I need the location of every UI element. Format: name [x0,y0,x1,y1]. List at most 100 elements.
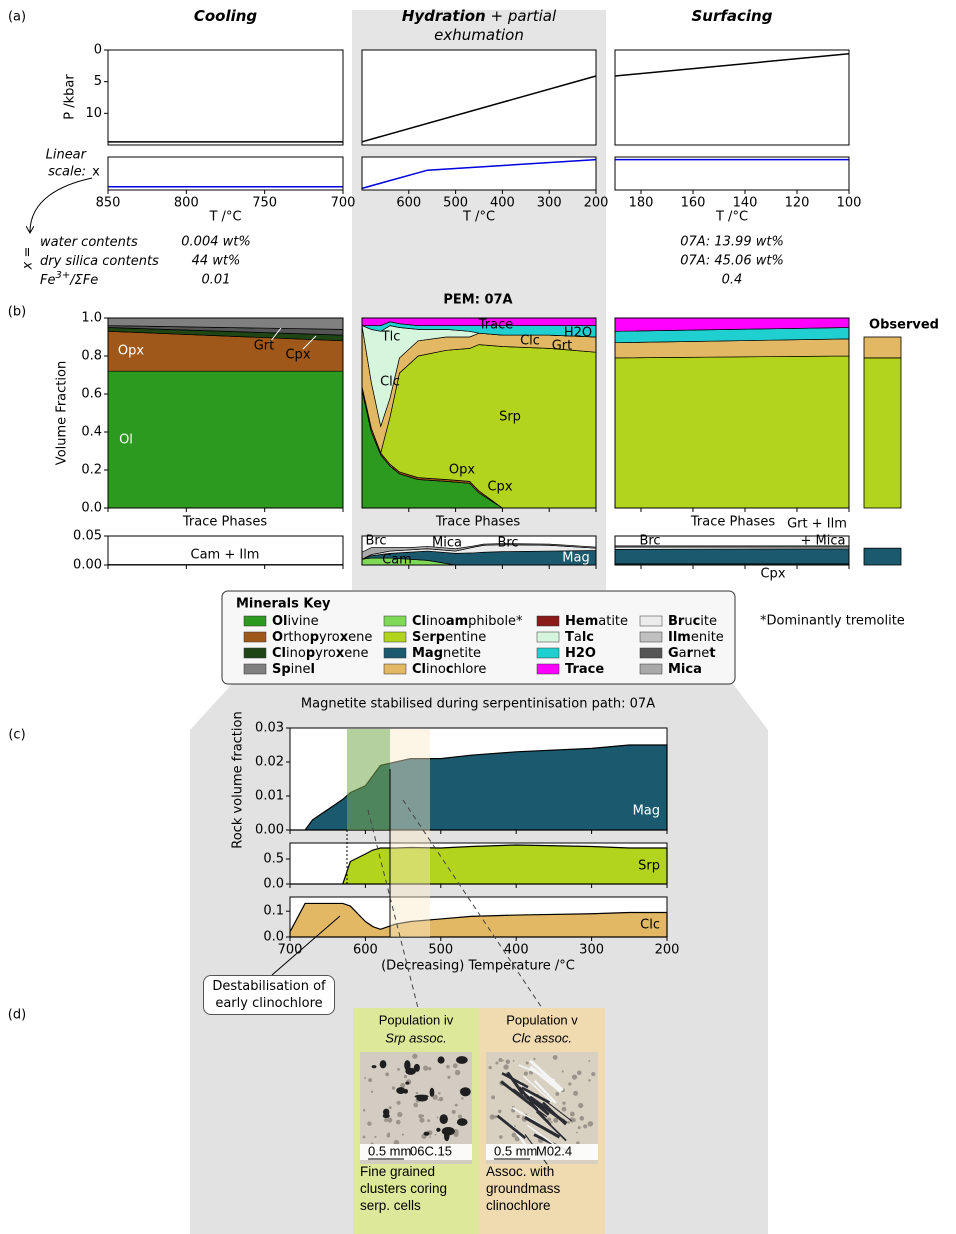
micrograph-grain [506,1060,511,1065]
y-tick-label: 0.5 [263,852,284,867]
micrograph-grain [419,1118,424,1123]
micrograph-grain [413,1103,418,1108]
micrograph-grain [364,1077,366,1079]
key-label-part: ne [693,646,709,661]
composition-value: 07A: 45.06 wt% [680,254,784,269]
micrograph-grain [444,1131,450,1141]
area-label: Clc [520,334,540,349]
callout: Destabilisation of early clinochlore [203,975,335,1015]
y-tick-label: 0.4 [81,425,102,440]
panel-label: (c) [8,728,25,743]
key-swatch [537,616,559,626]
micrograph-grain [368,1078,372,1082]
micrograph-grain [396,1120,401,1125]
x-tick-label: 300 [537,196,562,211]
micrograph-grain [588,1079,590,1081]
panel-label: (a) [8,10,26,25]
key-swatch [244,632,266,642]
micrograph-grain [392,1086,395,1089]
plot-background [362,50,596,145]
micrograph-grain [436,1128,440,1132]
label-part: 3+ [55,270,70,281]
key-label-part: yro [315,646,336,661]
micrograph-grain [363,1109,366,1112]
micrograph-grain [387,1132,390,1135]
micrograph-grain [580,1116,585,1121]
key-label: Talc [565,630,594,645]
micrograph-grain [389,1106,392,1109]
key-label-part: Hem [565,614,598,629]
micrograph-grain [503,1064,508,1069]
micrograph-grain [429,1136,431,1138]
key-label-part: ene [348,630,372,645]
stacked-area [108,371,343,508]
y-tick-label: 0.1 [263,904,284,919]
micrograph-grain [372,1065,377,1068]
micrograph-grain [421,1114,424,1117]
micrograph-grain [460,1087,471,1096]
key-swatch [537,632,559,642]
y-tick-label: 0.6 [81,387,102,402]
key-label-part: ite [700,614,717,629]
y-tick-label: 0.01 [255,789,284,804]
x-axis-label: T /°C [208,210,241,225]
key-label: Clinoamphibole* [412,614,523,629]
y-axis-label: Rock volume fraction [231,711,246,848]
micrograph-grain [424,1132,430,1136]
y-tick-label: 0 [94,43,102,58]
population-caption: Assoc. with groundmass clinochlore [486,1163,594,1214]
micrograph-grain [588,1060,590,1062]
micrograph-grain [446,1065,450,1069]
key-label: Trace [565,662,604,677]
label-part: water contents [40,235,138,250]
plot-background [108,50,343,145]
section-title: PEM: 07A [443,293,512,308]
x-tick-label: 850 [96,196,121,211]
micrograph-grain [416,1092,418,1094]
micrograph-grain [428,1067,431,1070]
micrograph-grain [591,1072,595,1076]
micrograph-grain [438,1056,445,1063]
key-label-part: c [446,662,454,677]
y-tick-label: 0.00 [255,823,284,838]
x-tick-label: 140 [733,196,758,211]
panel-label: (d) [8,1008,26,1023]
population-title: Population iv [379,1012,454,1027]
trace-label: Mica [432,536,462,551]
key-swatch [244,616,266,626]
key-label-part: e [421,630,429,645]
micrograph-grain [562,1101,565,1104]
micrograph-grain [453,1063,458,1068]
micrograph-grain [572,1118,576,1122]
key-label-part: Ol [272,614,288,629]
micrograph-grain [524,1072,528,1076]
micrograph-grain [578,1126,581,1129]
x-tick-label: 500 [443,196,468,211]
micrograph-grain [383,1109,389,1116]
key-label-part: a [574,630,582,645]
area-label: Srp [499,410,521,425]
scale-note: Linear [46,148,88,163]
chart-title: Magnetite stabilised during serpentinisa… [301,697,655,712]
key-label: Spinel [272,662,315,677]
stacked-area [615,356,849,508]
population-subtitle: Srp assoc. [385,1030,446,1045]
plot-background [108,157,343,190]
trace-label: Mag [562,551,589,566]
micrograph-grain [573,1091,578,1096]
y-tick-label: 10 [85,106,102,121]
micrograph-grain [567,1121,570,1124]
micrograph-grain [387,1117,392,1122]
key-label-part: p [310,630,319,645]
micrograph-grain [412,1054,417,1059]
panel-title: Cooling [126,7,326,26]
key-label-part: O [272,630,283,645]
x-tick-label: 600 [396,196,421,211]
page: {"panel_labels": ["(a)", "(b)", "(c)", "… [0,0,956,1234]
key-swatch [244,664,266,674]
key-label-part: ino [426,662,446,677]
x-axis-label: (Decreasing) Temperature /°C [381,959,575,974]
key-label-part: u [684,614,692,629]
micrograph-grain [584,1125,586,1127]
micrograph-grain [455,1070,460,1075]
